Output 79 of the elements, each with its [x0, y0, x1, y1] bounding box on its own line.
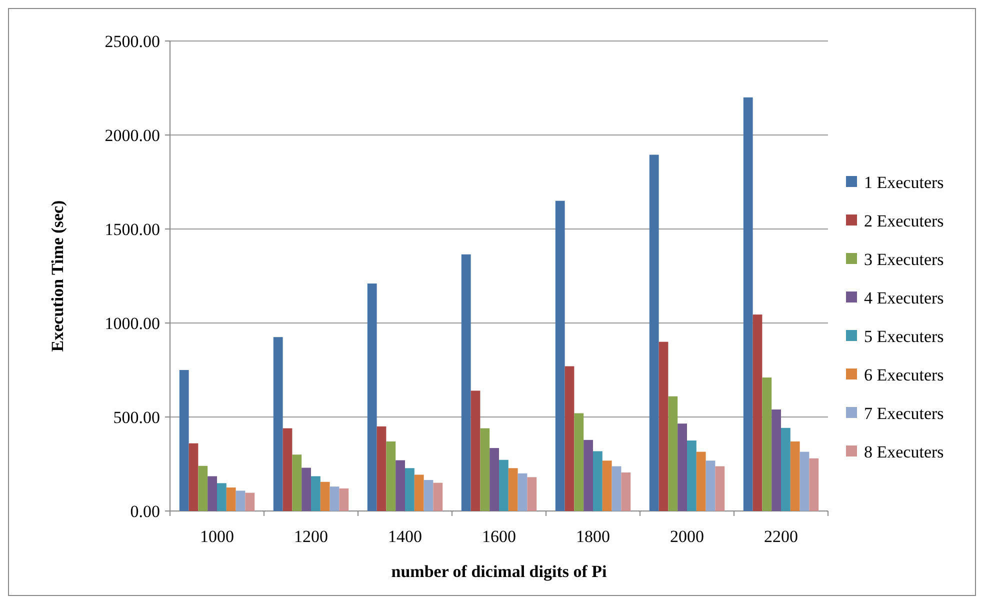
bar — [687, 440, 696, 511]
bar — [282, 428, 292, 511]
y-axis-title: Execution Time (sec) — [48, 200, 67, 352]
legend-label: 4 Executers — [864, 288, 944, 308]
bar — [245, 492, 255, 511]
x-tick-label: 1600 — [482, 527, 516, 546]
legend-label: 8 Executers — [864, 442, 944, 462]
y-tick-label: 1500.00 — [104, 220, 160, 239]
bar — [743, 97, 753, 511]
x-tick-label: 2200 — [764, 527, 798, 546]
bar — [499, 460, 508, 511]
bar — [593, 451, 602, 511]
bar — [414, 474, 424, 511]
y-tick-label: 2000.00 — [104, 126, 160, 145]
bar — [678, 424, 687, 511]
bar — [396, 460, 405, 511]
bar — [752, 314, 762, 511]
bar — [715, 466, 725, 511]
y-tick-label: 1000.00 — [104, 314, 160, 333]
bar — [508, 468, 518, 511]
bar — [292, 454, 302, 511]
bar — [302, 468, 311, 511]
bar — [790, 441, 800, 511]
bar — [433, 482, 443, 511]
bar — [668, 396, 678, 511]
bar — [584, 440, 593, 511]
bar — [273, 337, 283, 511]
bar — [376, 426, 386, 511]
y-tick-label: 2500.00 — [104, 32, 160, 51]
bar — [320, 482, 330, 511]
x-axis-title: number of dicimal digits of Pi — [391, 562, 608, 581]
bar — [800, 452, 810, 511]
x-tick-label: 1000 — [200, 527, 234, 546]
bar — [762, 378, 772, 511]
legend-label: 7 Executers — [864, 404, 944, 423]
bar — [772, 409, 781, 511]
bar — [367, 284, 377, 511]
bar — [696, 452, 706, 511]
bar — [612, 466, 622, 511]
bar — [236, 490, 246, 511]
bar — [188, 443, 198, 511]
legend-label: 3 Executers — [864, 250, 944, 269]
bar — [424, 480, 434, 511]
bar — [208, 476, 217, 511]
legend-label: 2 Executers — [864, 211, 944, 230]
bar — [518, 473, 528, 511]
bar — [386, 441, 396, 511]
bar — [480, 428, 490, 511]
legend-label: 1 Executers — [864, 172, 944, 192]
bar — [198, 466, 208, 511]
bar — [330, 486, 340, 511]
bar — [226, 488, 236, 511]
bar — [311, 476, 320, 511]
bar — [809, 458, 819, 511]
bar — [179, 370, 189, 511]
bar — [649, 154, 659, 511]
bar — [470, 390, 480, 511]
bar — [217, 483, 226, 511]
x-tick-label: 2000 — [670, 527, 704, 546]
x-tick-label: 1800 — [576, 527, 610, 546]
bar — [781, 428, 790, 511]
y-tick-label: 500.00 — [113, 408, 160, 427]
bar — [555, 200, 565, 511]
bar — [490, 448, 499, 511]
y-tick-label: 0.00 — [130, 502, 160, 521]
bar — [564, 366, 574, 511]
x-tick-label: 1400 — [388, 527, 422, 546]
bar — [339, 488, 349, 511]
bar — [602, 460, 612, 511]
bar — [574, 413, 584, 511]
bar — [527, 477, 537, 511]
bar — [621, 472, 631, 511]
bar — [461, 254, 471, 511]
legend-label: 6 Executers — [864, 365, 944, 384]
bar — [405, 468, 414, 511]
bar — [658, 342, 668, 511]
x-tick-label: 1200 — [294, 527, 328, 546]
legend-label: 5 Executers — [864, 326, 944, 346]
bar — [706, 460, 716, 511]
